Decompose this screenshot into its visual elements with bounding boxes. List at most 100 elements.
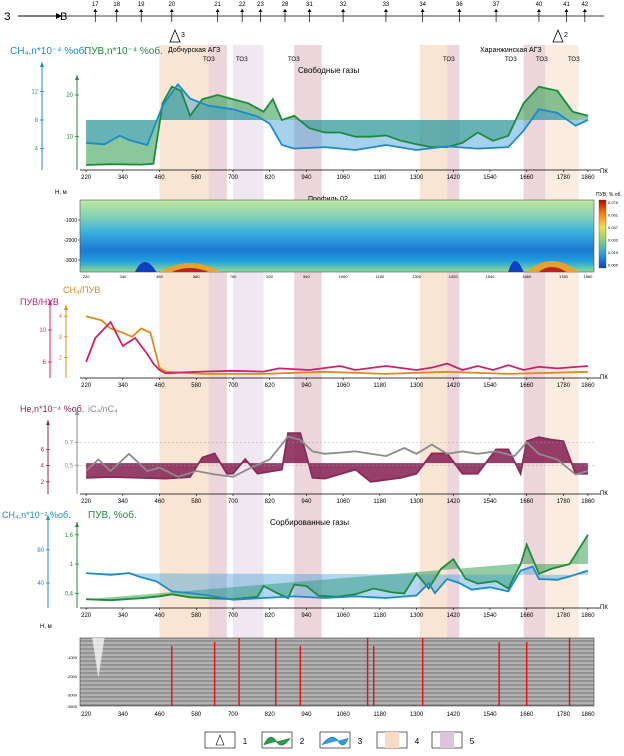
heatmap-x-tick-label: 1780 (559, 274, 569, 279)
panel2-ylabel: H, м (55, 190, 67, 196)
legend-label: 3 (358, 737, 363, 746)
triangle-marker-icon (552, 28, 564, 43)
depth-tick-label: -1000 (64, 218, 77, 224)
x-tick-label: 700 (228, 613, 239, 619)
station-list: 17 18 19 20 21 22 23 28 31 32 33 34 36 37 40 41 42 (92, 2, 589, 22)
panel4-ratio-tick-label: 0,5 (65, 463, 74, 469)
x-tick-label: 700 (228, 383, 239, 389)
y-axis-arrow-icon (64, 305, 68, 310)
panel2-title: Профиль 02 (308, 196, 348, 203)
panel-free-gases: CH₄,n*10⁻⁴ %об. ПУВ,n*10⁻⁴ %об. Свободны… (10, 45, 608, 181)
panel4-ylabel-right: iC₄/nC₄ (88, 404, 118, 414)
panel1-blue-tick-label: 8 (35, 118, 39, 124)
panel4-he-tick-label: 2 (41, 480, 45, 486)
y-axis-arrow-icon (46, 420, 50, 425)
x-tick-label: 1660 (520, 499, 534, 505)
panel4-he-line (86, 432, 588, 483)
x-tick-label: 1540 (483, 499, 497, 505)
panel-helium: He,n*10⁻⁴ %об. iC₄/nC₄ ПК 2 4 6 0,5 0,7 220 34… (20, 404, 608, 505)
seismic-x-tick-label: 220 (81, 712, 92, 718)
seismic-x-tick-label: 1540 (483, 712, 497, 718)
station-arrow-icon (494, 9, 499, 12)
toz-label-2: ТОЗ (236, 57, 248, 63)
triangle-marker-icon (215, 734, 225, 746)
station-label: 40 (536, 2, 543, 8)
seismic-x-tick-label: 580 (191, 712, 202, 718)
x-tick-label: 1860 (581, 613, 595, 619)
x-tick-label: 460 (155, 383, 166, 389)
y-axis-arrow-icon (75, 522, 79, 527)
station-label: 32 (340, 2, 347, 8)
seismic-depth-label: -2000 (67, 674, 78, 679)
heatmap-anomaly (526, 261, 579, 272)
x-tick-label: 940 (301, 499, 312, 505)
station-arrow-icon (457, 9, 462, 12)
station-arrow-icon (582, 9, 587, 12)
panel5-ylabel-right: ПУВ, %об. (88, 509, 137, 521)
seismic-gap (92, 638, 105, 678)
agz-label-2: Харанжинская АГЗ (480, 47, 542, 54)
agz-label-1: Добчурская АГЗ (168, 46, 220, 54)
zone-purple (208, 45, 227, 700)
colorbar-tick-label: 0.019 (608, 250, 619, 255)
heatmap-x-tick-label: 700 (230, 274, 237, 279)
x-tick-label: 1060 (336, 613, 350, 619)
station-label: 41 (563, 2, 570, 8)
x-tick-label: 1780 (557, 613, 571, 619)
panel1-title: Свободные газы (298, 66, 360, 75)
x-tick-label: 1060 (336, 499, 350, 505)
x-tick-label: 940 (301, 613, 312, 619)
station-arrow-icon (139, 9, 144, 12)
x-tick-label: 1540 (483, 175, 497, 181)
panel4-ratio-line (85, 435, 589, 478)
heatmap-x-tick-label: 580 (193, 274, 200, 279)
panel-sorbed-gases: CH₄,n*10⁻² %об. ПУВ, %об. Сорбированные … (2, 509, 608, 619)
panel5-puv-tick-label: 1 (70, 562, 74, 568)
heatmap-x-tick-label: 1300 (412, 274, 422, 279)
x-tick-label: 340 (118, 383, 129, 389)
station-label: 17 (92, 2, 99, 8)
panel5-ylabel-left: CH₄,n*10⁻² %об. (2, 510, 71, 520)
x-tick-label: 700 (228, 175, 239, 181)
colorbar-tick-label: 0.061 (608, 213, 619, 218)
seismic-x-tick-label: 340 (118, 712, 129, 718)
seismic-depth-label: -3600 (67, 704, 78, 709)
panel3-orange-line (85, 315, 588, 375)
panel3-orange-tick-label: 4 (59, 314, 63, 320)
panel4-he-tick-label: 4 (41, 464, 45, 470)
x-tick-label: 1180 (373, 499, 387, 505)
zone-purple-light (232, 45, 264, 700)
x-tick-label: 1420 (447, 383, 461, 389)
panel1-blue-fill (86, 84, 588, 150)
purple-zone-icon (440, 732, 454, 748)
station-label: 28 (282, 2, 289, 8)
panel3-pink-tick-label: 10 (39, 328, 46, 334)
seismic-x-tick-label: 1420 (447, 712, 461, 718)
legend-label: 4 (415, 737, 420, 746)
triangle-marker-icon (169, 28, 181, 43)
panel1-blue-line (86, 82, 589, 151)
station-arrow-icon (536, 9, 541, 12)
heatmap-x-tick-label: 460 (156, 274, 163, 279)
x-tick-label: 1860 (581, 499, 595, 505)
station-label: 21 (214, 2, 221, 8)
legend-label: 5 (470, 737, 475, 746)
x-tick-label: 1660 (520, 613, 534, 619)
seismic-x-tick-label: 1180 (373, 712, 387, 718)
station-arrow-icon (114, 9, 119, 12)
x-tick-label: 940 (301, 175, 312, 181)
panel5-blue-line (86, 565, 589, 601)
x-tick-label: 1660 (520, 175, 534, 181)
toz-label-1: ТОЗ (203, 57, 215, 63)
x-tick-label: 820 (265, 383, 276, 389)
station-label: 18 (113, 2, 120, 8)
panel4-xlabel: ПК (600, 491, 608, 497)
x-tick-label: 1180 (373, 613, 387, 619)
colorbar-tick-label: 0.047 (608, 225, 619, 230)
colorbar (598, 199, 607, 269)
panel4-he-fill (86, 433, 588, 482)
station-arrow-icon (307, 9, 312, 12)
zone-labels: Добчурская АГЗ Харанжинская АГЗ ТОЗ ТОЗ … (168, 28, 580, 63)
station-arrow-icon (564, 9, 569, 12)
